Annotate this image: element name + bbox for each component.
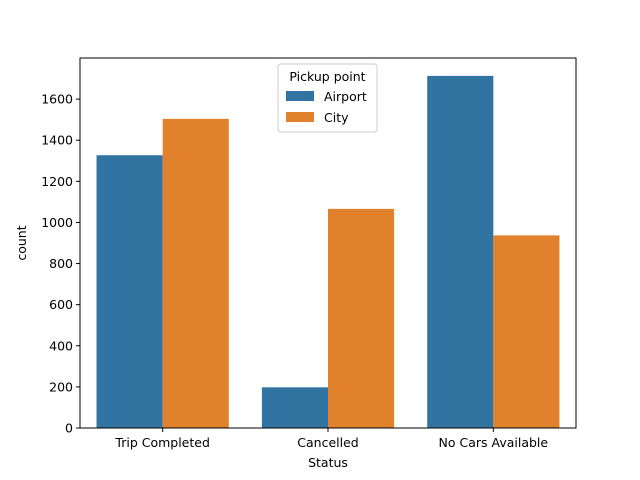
y-tick-label: 0 xyxy=(65,421,73,436)
y-tick-label: 1200 xyxy=(41,174,73,189)
y-axis-label: count xyxy=(14,225,29,260)
y-tick-label: 400 xyxy=(49,338,73,353)
x-axis-ticks: Trip Completed Cancelled No Cars Available xyxy=(114,428,548,450)
x-axis-label: Status xyxy=(308,455,348,470)
y-axis-ticks: 0 200 400 600 800 1000 1200 1400 1600 xyxy=(41,92,80,436)
bar-airport-0 xyxy=(96,155,163,428)
bar-airport-1 xyxy=(261,387,328,428)
legend-title: Pickup point xyxy=(289,69,365,84)
legend-items: Airport City xyxy=(286,89,367,125)
y-tick-label: 200 xyxy=(49,379,73,394)
y-tick-label: 600 xyxy=(49,297,73,312)
legend-swatch-airport xyxy=(286,91,314,101)
plot-frame xyxy=(79,57,577,429)
y-tick-label: 1400 xyxy=(41,133,73,148)
legend: Pickup point Airport City xyxy=(277,63,378,133)
x-tick-label: No Cars Available xyxy=(439,435,549,450)
y-tick-label: 1600 xyxy=(41,92,73,107)
bar-city-1 xyxy=(328,208,395,428)
bar-city-0 xyxy=(162,118,229,428)
x-tick-label: Cancelled xyxy=(297,435,358,450)
y-tick-label: 1000 xyxy=(41,215,73,230)
bar-airport-2 xyxy=(427,75,494,428)
legend-label-airport: Airport xyxy=(324,89,367,104)
legend-swatch-city xyxy=(286,112,314,122)
bars-layer xyxy=(96,75,560,428)
bar-city-2 xyxy=(493,235,560,428)
legend-label-city: City xyxy=(324,110,349,125)
y-tick-label: 800 xyxy=(49,256,73,271)
x-tick-label: Trip Completed xyxy=(114,435,210,450)
